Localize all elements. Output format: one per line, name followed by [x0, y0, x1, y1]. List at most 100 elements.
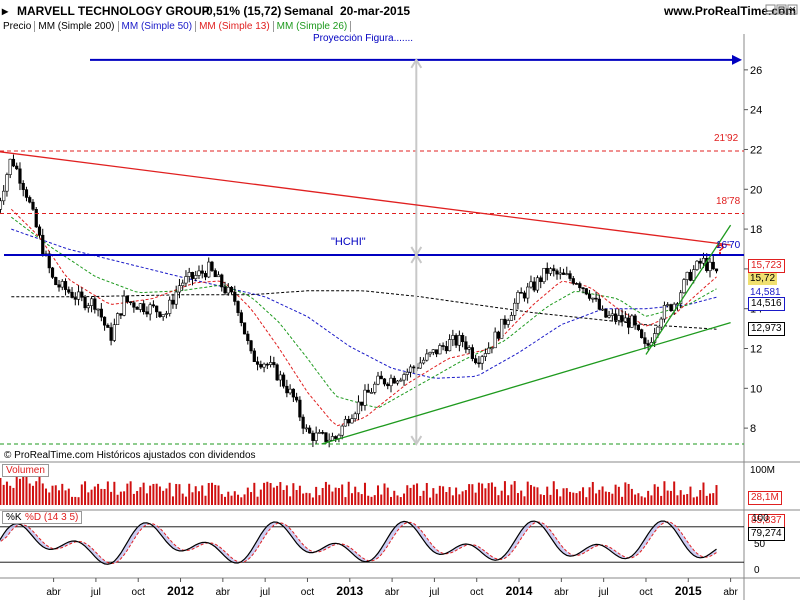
candle-body	[636, 324, 640, 330]
y-tick-label: 26	[750, 65, 762, 77]
candle-body	[685, 271, 689, 280]
volume-last: 28,1M	[748, 491, 782, 505]
volume-bar	[113, 481, 116, 505]
legend-ma26[interactable]: MM (Simple 26)	[273, 21, 352, 32]
candle-body	[197, 270, 201, 276]
window-maximize-icon[interactable]	[776, 4, 787, 15]
candle-body	[334, 436, 338, 439]
candle-body	[246, 333, 250, 341]
candle-body	[203, 273, 208, 278]
volume-bar	[699, 490, 702, 505]
volume-bar	[321, 488, 324, 505]
legend-ma13[interactable]: MM (Simple 13)	[196, 21, 274, 32]
volume-bar	[513, 481, 516, 505]
candle-body	[181, 282, 185, 286]
stoch-tick-100: 100	[752, 513, 769, 524]
candle-body	[434, 349, 439, 355]
candle-body	[31, 201, 35, 210]
candle-body	[360, 401, 364, 406]
projection-arrow-head	[732, 54, 742, 65]
candle-body	[552, 268, 556, 272]
volume-bar	[227, 491, 230, 505]
volume-bar	[145, 493, 148, 505]
volume-bar	[276, 485, 279, 505]
volume-bar	[298, 485, 301, 505]
volume-bar	[542, 495, 545, 505]
volume-bar	[490, 482, 493, 505]
volume-bar	[162, 490, 165, 505]
legend-ma50[interactable]: MM (Simple 50)	[118, 21, 197, 32]
close-icon[interactable]	[787, 4, 798, 15]
y-tick-label: 20	[750, 184, 762, 196]
volume-bar	[103, 488, 106, 505]
candle-body	[50, 267, 55, 278]
volume-bar	[171, 496, 174, 505]
last-price-box: 15,723	[748, 259, 785, 273]
x-tick-label: abr	[385, 587, 400, 598]
candle-body	[76, 291, 81, 300]
candle-body	[633, 315, 637, 326]
volume-bar	[546, 486, 549, 505]
volume-bar	[497, 495, 500, 505]
volume-bar	[373, 495, 376, 505]
candle-body	[666, 304, 670, 306]
volume-bar	[611, 493, 614, 505]
candle-body	[112, 324, 116, 341]
candle-body	[8, 158, 12, 175]
candle-body	[282, 374, 286, 387]
volume-bar	[250, 492, 253, 505]
candle-body	[408, 366, 413, 373]
volume-bar	[507, 495, 510, 505]
candle-body	[314, 432, 318, 441]
candle-body	[304, 427, 308, 430]
candle-body	[526, 286, 530, 299]
candle-body	[125, 295, 129, 303]
candle-body	[252, 350, 256, 362]
window-minimize-icon[interactable]	[765, 4, 776, 15]
candle-body	[561, 272, 566, 275]
projection-label: Proyección Figura.......	[313, 34, 413, 44]
price-chart[interactable]: 8101214161820222426abrjuloct2012abrjuloc…	[0, 34, 800, 600]
legend-ma200[interactable]: MM (Simple 200)	[35, 21, 119, 32]
volume-bar	[474, 492, 477, 505]
volume-bar	[175, 483, 178, 505]
volume-bar	[468, 484, 471, 505]
volume-bar	[302, 493, 305, 505]
ma-value-b: 14,516	[748, 297, 785, 311]
volume-bar	[595, 493, 598, 505]
volume-bar	[572, 492, 575, 505]
volume-bar	[647, 490, 650, 505]
candle-body	[11, 158, 16, 167]
collapse-icon[interactable]: ▸	[2, 4, 9, 18]
volume-bar	[455, 487, 458, 505]
volume-bar	[393, 490, 396, 505]
volume-bar	[367, 495, 370, 505]
volume-bar	[689, 486, 692, 505]
volume-bar	[435, 493, 438, 505]
volume-panel-label[interactable]: Volumen	[2, 464, 49, 477]
x-tick-label: abr	[216, 587, 231, 598]
volume-bar	[259, 489, 262, 505]
candle-body	[425, 353, 429, 361]
x-tick-label: jul	[90, 587, 101, 598]
legend-price[interactable]: Precio	[0, 21, 36, 32]
candle-body	[24, 189, 29, 198]
volume-bar	[142, 482, 145, 505]
candle-body	[545, 267, 549, 274]
candle-body	[480, 356, 484, 364]
candle-body	[223, 286, 227, 294]
candle-body	[236, 301, 240, 313]
volume-bar	[15, 475, 18, 505]
candle-body	[148, 304, 152, 315]
candle-body	[249, 340, 253, 352]
x-tick-label: abr	[46, 587, 61, 598]
candle-body	[438, 345, 442, 355]
stoch-d-label[interactable]: %D (14 3 5)	[22, 511, 83, 524]
candle-body	[308, 427, 312, 434]
volume-bar	[376, 485, 379, 505]
candle-body	[402, 374, 406, 381]
volume-bar	[12, 487, 15, 505]
volume-bar	[705, 495, 708, 505]
volume-bar	[331, 491, 334, 505]
copyright-text: © ProRealTime.com Históricos ajustados c…	[4, 450, 256, 461]
